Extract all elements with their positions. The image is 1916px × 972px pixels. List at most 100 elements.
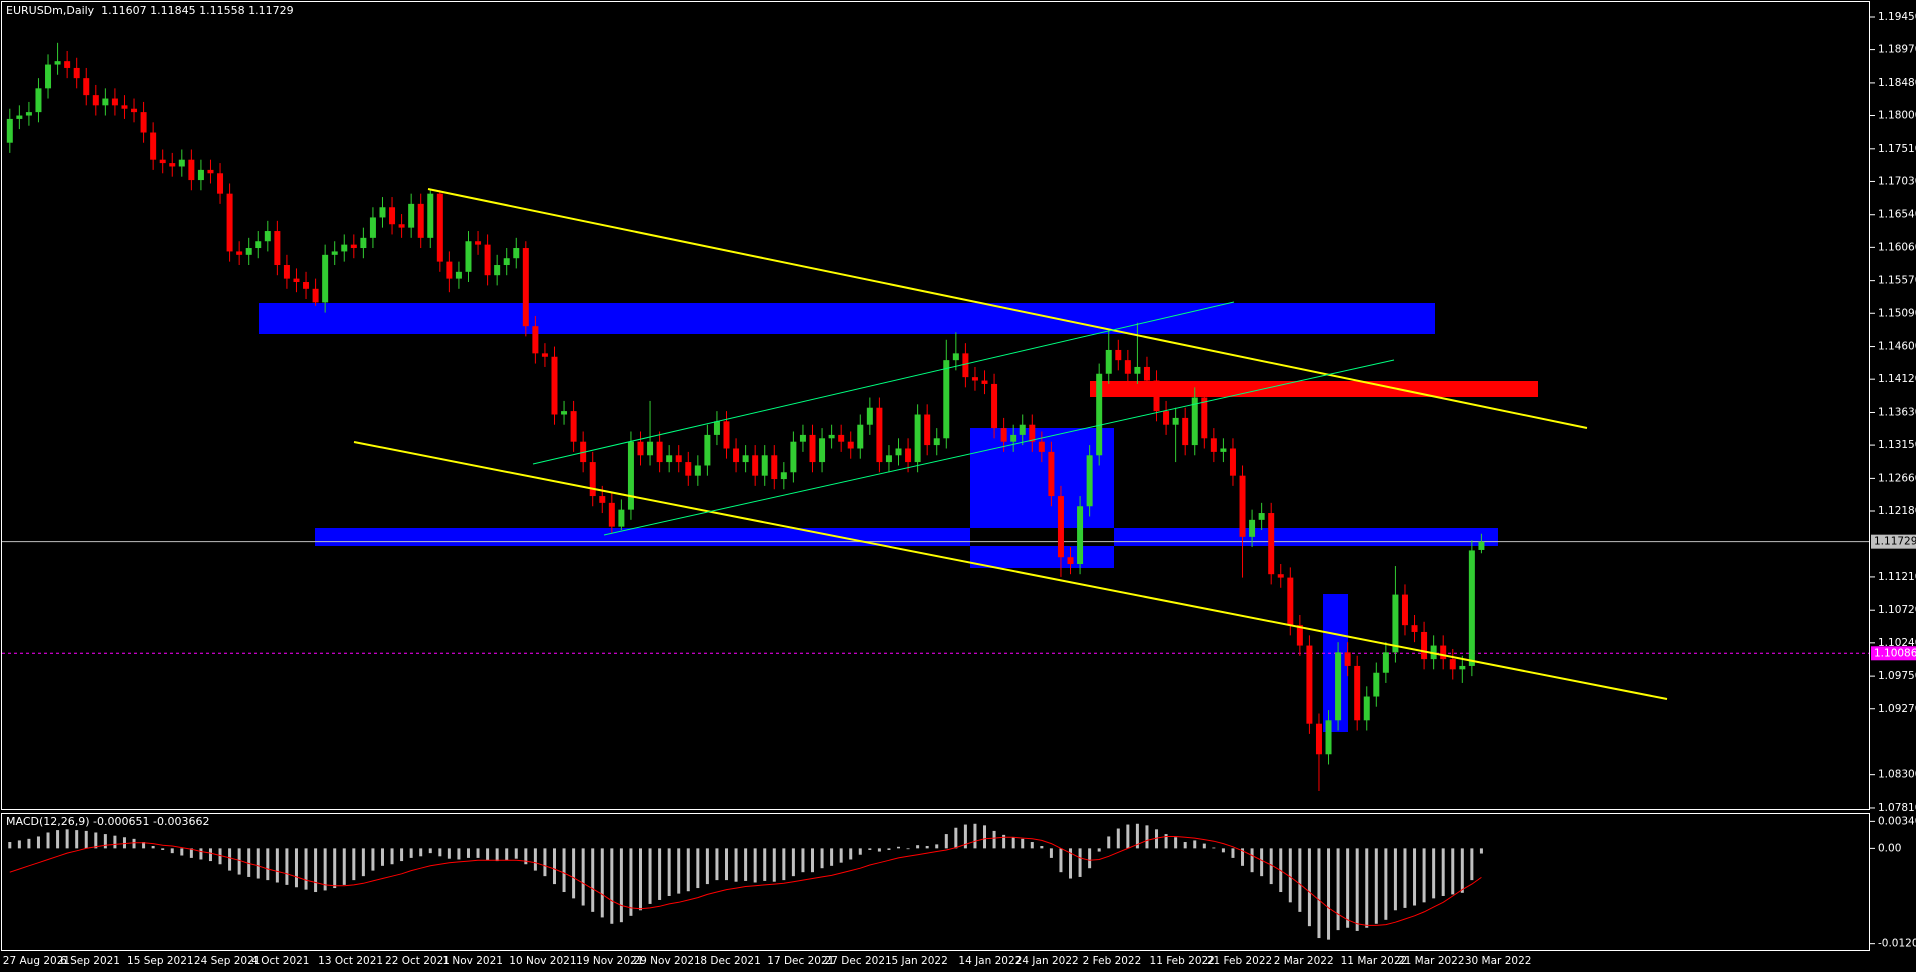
macd-bar <box>1479 848 1483 854</box>
macd-bar <box>1193 840 1197 849</box>
macd-bar <box>610 848 614 924</box>
candle-body <box>608 502 615 527</box>
macd-bar <box>400 848 404 862</box>
macd-bar <box>524 848 528 865</box>
macd-bar <box>1059 848 1063 873</box>
macd-bar <box>304 848 308 890</box>
y-tick-label: 1.09270 <box>1878 703 1916 715</box>
macd-bar <box>495 848 499 862</box>
macd-bar <box>543 848 547 877</box>
candle-body <box>1459 665 1466 670</box>
macd-bar <box>1365 848 1369 928</box>
candle-body <box>924 414 931 446</box>
y-tick-label: 1.08300 <box>1878 769 1916 781</box>
macd-bar <box>1069 848 1073 879</box>
candle-body <box>25 112 32 116</box>
macd-bar <box>897 846 901 849</box>
candle-body <box>121 105 128 109</box>
candle-body <box>350 244 357 249</box>
macd-bar <box>1145 825 1149 849</box>
macd-bar <box>744 848 748 881</box>
candle-body <box>627 441 634 510</box>
macd-bar <box>562 848 566 893</box>
candle-body <box>952 353 959 361</box>
macd-bar <box>333 848 337 889</box>
y-tick-label: 1.17030 <box>1878 175 1916 187</box>
candle-body <box>1478 541 1485 550</box>
macd-bar <box>677 848 681 894</box>
macd-bar <box>180 848 184 856</box>
x-tick-label: 4 Oct 2021 <box>251 955 309 967</box>
macd-bar <box>877 848 881 852</box>
candle-body <box>1096 373 1103 456</box>
x-tick-label: 1 Nov 2021 <box>442 955 503 967</box>
macd-bar <box>1403 848 1407 908</box>
macd-bar <box>533 848 537 871</box>
y-tick-label: 1.13630 <box>1878 406 1916 418</box>
x-tick-label: 15 Sep 2021 <box>127 955 194 967</box>
candle-body <box>809 434 816 463</box>
macd-bar <box>600 848 604 918</box>
macd-bar <box>189 848 193 858</box>
candle-body <box>1249 519 1256 537</box>
candle-body <box>723 421 730 449</box>
macd-bar <box>256 848 260 879</box>
macd-panel-frame <box>1 813 1870 951</box>
candle-body <box>1421 631 1428 660</box>
macd-panel <box>8 823 1483 940</box>
y-tick-label: 1.11210 <box>1878 571 1916 583</box>
macd-bar <box>1346 848 1350 928</box>
macd-bar <box>1021 838 1025 849</box>
zone-rectangle <box>259 303 1435 334</box>
candle-body <box>713 421 720 435</box>
candle-body <box>522 248 529 327</box>
macd-bar <box>1107 836 1111 849</box>
macd-bar <box>734 848 738 882</box>
macd-bar <box>247 848 251 877</box>
x-tick-label: 11 Mar 2022 <box>1341 955 1408 967</box>
candle-body <box>494 265 501 276</box>
macd-bar <box>1384 848 1388 920</box>
macd-bar <box>466 848 470 858</box>
candle-body <box>1210 438 1217 452</box>
candle-body <box>245 248 252 255</box>
macd-bar <box>1174 837 1178 849</box>
macd-bar <box>1202 843 1206 849</box>
macd-bar <box>342 848 346 885</box>
candle-body <box>150 132 157 160</box>
chart-title: EURUSDm,Daily 1.11607 1.11845 1.11558 1.… <box>6 4 294 17</box>
candle-body <box>561 411 568 415</box>
macd-bar <box>84 830 88 849</box>
candle-body <box>991 383 998 429</box>
macd-bar <box>983 825 987 849</box>
x-tick-label: 27 Aug 2021 <box>3 955 70 967</box>
price-label-box <box>1871 646 1916 661</box>
x-tick-label: 21 Feb 2022 <box>1207 955 1272 967</box>
candle-body <box>236 251 243 255</box>
macd-bar <box>294 848 298 888</box>
candle-body <box>905 448 912 463</box>
candle-body <box>1258 513 1265 520</box>
x-tick-label: 30 Mar 2022 <box>1465 955 1532 967</box>
candle-body <box>532 326 539 354</box>
candle-body <box>1277 574 1284 578</box>
candle-body <box>1468 550 1475 666</box>
candle-body <box>1239 475 1246 537</box>
candle-body <box>551 356 558 415</box>
macd-bar <box>275 848 279 883</box>
macd-bar <box>390 848 394 865</box>
macd-bar <box>161 848 165 850</box>
candle-body <box>1306 645 1313 724</box>
macd-bar <box>1097 848 1101 852</box>
candle-body <box>331 251 338 255</box>
macd-bar <box>753 848 757 883</box>
candle-body <box>1115 349 1122 361</box>
macd-bar <box>75 830 79 849</box>
macd-bar <box>1317 848 1321 939</box>
zone-overlap <box>970 528 1114 546</box>
macd-bar <box>1393 848 1397 911</box>
y-tick-label: 1.16060 <box>1878 241 1916 253</box>
candle-body <box>1363 696 1370 721</box>
macd-bar <box>65 829 69 849</box>
